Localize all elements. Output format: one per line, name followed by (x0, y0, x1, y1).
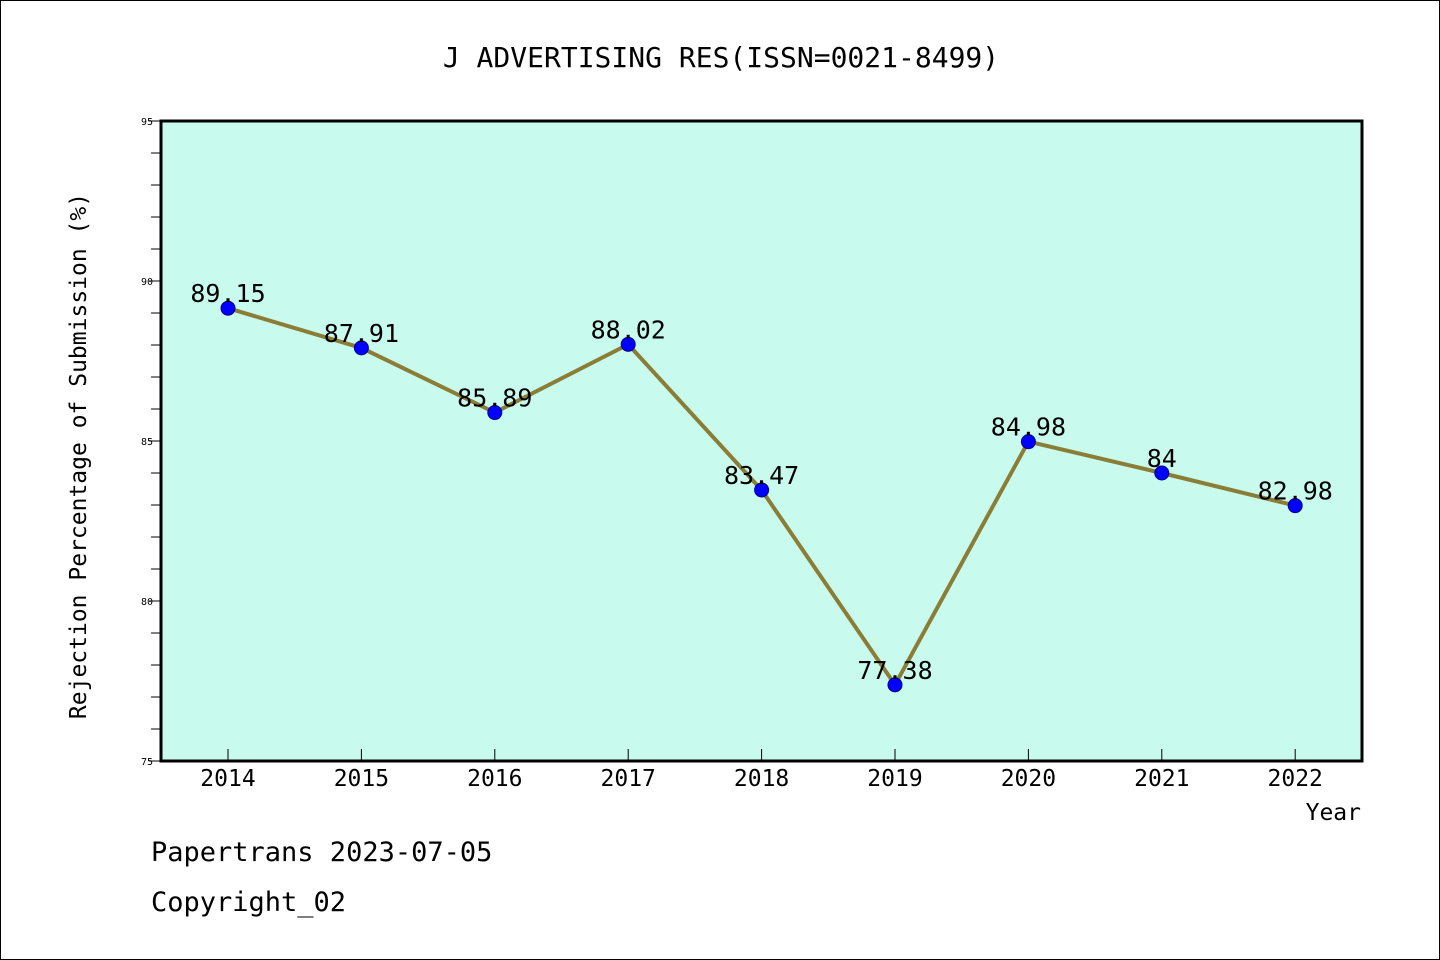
data-label: 88.02 (591, 315, 666, 344)
data-label: 82.98 (1258, 477, 1333, 506)
x-tick-label: 2015 (334, 766, 389, 792)
x-axis: 2014 2015 2016 2017 2018 2019 2020 2021 2022 (200, 749, 1323, 792)
x-tick-label: 2016 (467, 766, 522, 792)
data-point (620, 336, 636, 352)
x-axis-label: Year (1306, 800, 1361, 826)
data-point (1154, 465, 1170, 481)
data-label: 83.47 (724, 461, 799, 490)
data-label: 87.91 (324, 319, 399, 348)
data-point (220, 300, 236, 316)
data-point (1020, 434, 1036, 450)
y-tick-label: 75 (141, 757, 153, 768)
x-tick-label: 2022 (1268, 766, 1323, 792)
x-tick-label: 2020 (1001, 766, 1056, 792)
y-tick-label: 80 (141, 597, 153, 608)
y-tick-label: 95 (141, 117, 153, 128)
data-label: 77.38 (857, 656, 932, 685)
plot-area (159, 119, 1364, 763)
y-tick-label: 90 (141, 277, 153, 288)
x-tick-label: 2019 (867, 766, 922, 792)
footer-date: Papertrans 2023-07-05 (151, 837, 493, 868)
x-tick-label: 2021 (1134, 766, 1189, 792)
data-point (487, 405, 503, 421)
x-tick-label: 2014 (200, 766, 255, 792)
footer-copyright: Copyright_02 (151, 887, 347, 918)
data-point (353, 340, 369, 356)
data-point (754, 482, 770, 498)
series-group: 89.15 87.91 85.89 88.02 83.47 77.38 84.98 84 82.… (190, 279, 1333, 693)
data-point (887, 677, 903, 693)
x-tick-label: 2017 (601, 766, 656, 792)
data-label: 85.89 (457, 384, 532, 413)
y-axis-label: Rejection Percentage of Submission (%) (66, 193, 92, 719)
x-tick-label: 2018 (734, 766, 789, 792)
y-tick-label: 85 (141, 437, 153, 448)
data-label: 89.15 (190, 279, 265, 308)
data-label: 84 (1147, 444, 1177, 473)
y-axis: 75 80 85 90 95 (141, 117, 161, 768)
data-label: 84.98 (991, 413, 1066, 442)
chart-title: J ADVERTISING RES(ISSN=0021-8499) (443, 41, 999, 74)
data-point (1287, 498, 1303, 514)
